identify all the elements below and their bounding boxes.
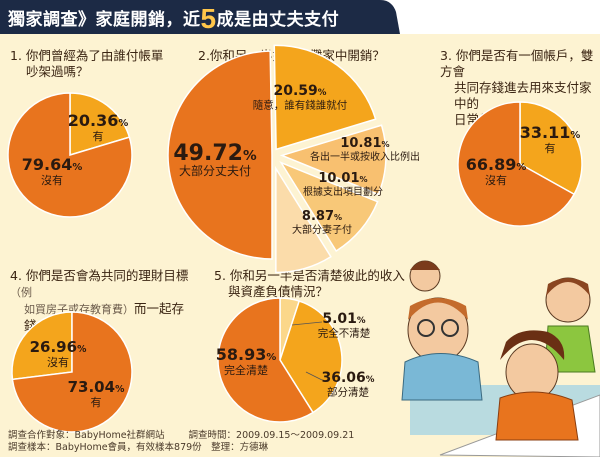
pie-3-value-label-1: 33.11% bbox=[520, 123, 581, 142]
pie-2-value-label-5: 8.87% bbox=[302, 209, 342, 224]
family-illustration bbox=[401, 260, 600, 457]
pie-1-value-label-2: 79.64% bbox=[22, 155, 83, 174]
question-3-line-1: 3. 你們是否有一個帳戶，雙方會 bbox=[440, 48, 594, 79]
title-part-1: 獨家調查》家庭開銷，近 bbox=[8, 10, 201, 30]
pie-5-slice-3 bbox=[217, 297, 315, 423]
pie-1-slice-2 bbox=[7, 92, 133, 218]
question-5: 5. 你和另一半是否清楚彼此的收入 與資產負債情況？ bbox=[214, 268, 405, 300]
pie-5-category-label-2: 部分清楚 bbox=[327, 386, 369, 399]
title-banner-shape bbox=[0, 0, 400, 34]
pie-2-value-label-2: 20.59% bbox=[274, 83, 327, 99]
footer-survey-partner: 調查合作對象：BabyHome社群網站 bbox=[8, 430, 165, 441]
pie-2-category-label-3: 各出一半或按收入比例出 bbox=[310, 150, 420, 163]
survey-footer: 調查合作對象：BabyHome社群網站 調查時間：2009.09.15～2009.… bbox=[8, 430, 354, 454]
question-1-line-2: 吵架過嗎？ bbox=[26, 64, 89, 79]
pie-4-slice-1 bbox=[11, 311, 73, 381]
pie-5-value-label-1: 5.01% bbox=[322, 311, 366, 327]
pie-chart-2: 49.72%大部分丈夫付20.59%隨意，誰有錢誰就付10.81%各出一半或按收… bbox=[167, 44, 420, 274]
pie-3-value-label-2: 66.89% bbox=[466, 155, 527, 174]
title-big-number: 5 bbox=[200, 3, 217, 34]
pie-2-value-label-4: 10.01% bbox=[318, 171, 367, 186]
pie-1-category-label-2: 沒有 bbox=[41, 173, 63, 187]
pie-2-slice-4 bbox=[279, 161, 379, 253]
pie-2-value-label-3: 10.81% bbox=[340, 136, 389, 151]
pie-1-value-label-1: 20.36% bbox=[68, 111, 129, 130]
pie-2-slice-2 bbox=[273, 44, 377, 151]
title-bar: 獨家調查》家庭開銷，近5成是由丈夫支付 bbox=[0, 0, 600, 34]
pie-4-value-label-2: 73.04% bbox=[68, 378, 125, 396]
pie-5-value-label-3: 58.93% bbox=[216, 345, 277, 364]
pie-3-slice-1 bbox=[519, 101, 583, 196]
pie-2-category-label-5: 大部分妻子付 bbox=[292, 223, 352, 236]
pie-3-category-label-1: 有 bbox=[545, 141, 556, 155]
pie-4-value-label-1: 26.96% bbox=[30, 338, 87, 356]
question-4-line-2: 而一起存 bbox=[134, 301, 185, 316]
title-part-2: 成是由丈夫支付 bbox=[216, 10, 340, 30]
question-4-note-2: 如買房子或存教育費） bbox=[24, 303, 134, 316]
pie-2-category-label-2: 隨意，誰有錢誰就付 bbox=[253, 99, 348, 112]
pie-2-category-label-1: 大部分丈夫付 bbox=[179, 163, 251, 178]
pie-chart-4: 26.96%沒有 73.04%有 bbox=[11, 311, 133, 433]
pie-chart-5: 5.01%完全不清楚 36.06%部分清楚 58.93%完全清楚 bbox=[216, 297, 375, 423]
pie-1-slice-1 bbox=[69, 92, 131, 157]
footer-sample-info: 調查樣本：BabyHome會員，有效樣本879份 整理：方德琳 bbox=[8, 442, 269, 453]
page-title: 獨家調查》家庭開銷，近5成是由丈夫支付 bbox=[8, 3, 339, 35]
question-5-line-1: 5. 你和另一半是否清楚彼此的收入 bbox=[214, 268, 405, 283]
question-3-line-2: 共同存錢進去用來支付家中的 bbox=[454, 80, 592, 111]
pie-chart-1: 20.36%有 79.64%沒有 bbox=[7, 92, 133, 218]
question-5-line-2: 與資產負債情況？ bbox=[228, 284, 329, 299]
question-1: 1. 你們曾經為了由誰付帳單 吵架過嗎？ bbox=[10, 48, 163, 80]
question-4-line-1: 4. 你們是否會為共同的理財目標 bbox=[10, 268, 189, 283]
footer-survey-period: 調查時間：2009.09.15～2009.09.21 bbox=[188, 430, 355, 441]
pie-4-category-label-1: 沒有 bbox=[47, 355, 69, 369]
pie-5-category-label-3: 完全清楚 bbox=[224, 363, 268, 377]
pie-5-value-label-2: 36.06% bbox=[322, 370, 375, 386]
pie-chart-3: 33.11%有 66.89%沒有 bbox=[457, 101, 583, 227]
pie-3-category-label-2: 沒有 bbox=[485, 173, 507, 187]
pie-2-category-label-4: 根據支出項目劃分 bbox=[303, 185, 383, 198]
pie-2-slice-1 bbox=[167, 50, 273, 260]
pie-4-slice-2 bbox=[11, 311, 133, 433]
pie-4-category-label-2: 有 bbox=[91, 395, 102, 409]
pie-3-slice-2 bbox=[457, 101, 576, 227]
pie-5-leader-lines bbox=[291, 321, 323, 381]
pie-5-category-label-1: 完全不清楚 bbox=[318, 327, 371, 340]
question-1-line-1: 1. 你們曾經為了由誰付帳單 bbox=[10, 48, 164, 63]
pie-1-category-label-1: 有 bbox=[93, 129, 104, 143]
pie-2-slice-5 bbox=[275, 165, 332, 274]
pie-2-slice-3 bbox=[279, 124, 387, 196]
question-4-note-1: （例 bbox=[10, 286, 32, 299]
